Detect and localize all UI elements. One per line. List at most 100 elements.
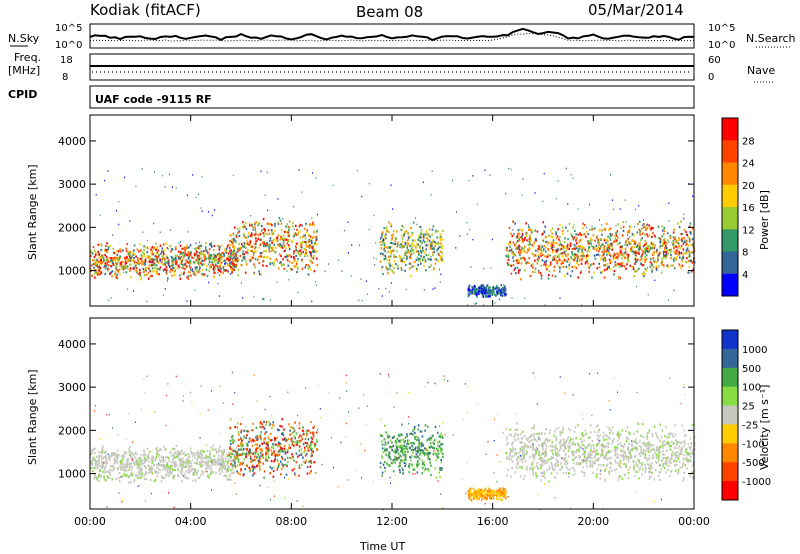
echo-cell	[207, 257, 209, 260]
echo-cell	[231, 452, 234, 456]
echo-cell	[105, 465, 107, 468]
echo-cell	[625, 267, 627, 270]
echo-cell	[389, 445, 392, 448]
echo-cell	[282, 465, 284, 468]
echo-cell	[302, 432, 305, 436]
echo-cell	[208, 281, 210, 284]
echo-cell	[656, 255, 659, 258]
echo-cell	[642, 226, 645, 229]
echo-cell	[302, 430, 305, 433]
echo-cell	[368, 228, 370, 231]
echo-cell	[194, 274, 197, 277]
echo-cell	[233, 239, 236, 242]
echo-cell	[422, 463, 424, 466]
echo-cell	[650, 228, 652, 231]
echo-cell	[422, 444, 425, 447]
echo-cell	[162, 459, 164, 462]
echo-cell	[434, 242, 436, 245]
echo-cell	[307, 264, 309, 267]
echo-cell	[476, 492, 479, 495]
echo-cell	[678, 237, 680, 240]
echo-cell	[629, 225, 631, 228]
echo-cell	[574, 253, 577, 256]
echo-cell	[658, 237, 660, 240]
echo-cell	[547, 265, 550, 268]
echo-cell	[307, 429, 310, 432]
echo-cell	[479, 292, 481, 295]
echo-cell	[179, 244, 182, 247]
echo-cell	[573, 247, 575, 250]
echo-cell	[185, 253, 188, 256]
echo-cell	[198, 476, 200, 479]
echo-cell	[151, 246, 154, 249]
echo-cell	[142, 462, 144, 465]
echo-cell	[240, 243, 243, 246]
echo-cell	[575, 233, 577, 236]
echo-cell	[125, 265, 127, 268]
echo-cell	[138, 249, 141, 252]
echo-cell	[555, 231, 557, 234]
echo-cell	[163, 467, 165, 470]
echo-cell	[272, 248, 274, 251]
echo-cell	[208, 261, 211, 264]
echo-cell	[110, 465, 113, 468]
echo-cell	[408, 463, 411, 466]
echo-cell	[525, 235, 528, 238]
echo-cell	[505, 293, 507, 296]
echo-cell	[251, 459, 253, 462]
echo-cell	[643, 271, 645, 274]
echo-cell	[417, 259, 420, 262]
echo-cell	[422, 249, 424, 252]
echo-cell	[596, 235, 598, 238]
echo-cell	[413, 468, 416, 471]
echo-cell	[467, 292, 470, 295]
echo-cell	[221, 460, 223, 463]
echo-cell	[152, 260, 154, 263]
echo-cell	[645, 242, 647, 245]
echo-cell	[199, 267, 201, 270]
echo-cell	[543, 230, 545, 232]
echo-cell	[617, 243, 619, 246]
echo-cell	[189, 244, 192, 247]
echo-cell	[288, 423, 290, 426]
echo-cell	[184, 462, 187, 465]
echo-cell	[144, 262, 146, 265]
echo-cell	[529, 235, 531, 238]
echo-cell	[601, 233, 603, 236]
echo-cell	[414, 245, 417, 248]
echo-cell	[689, 232, 692, 235]
echo-cell	[616, 231, 618, 234]
echo-cell	[121, 260, 124, 263]
echo-cell	[476, 288, 479, 291]
echo-cell	[123, 271, 125, 274]
echo-cell	[138, 273, 140, 276]
echo-cell	[156, 267, 159, 270]
echo-cell	[383, 243, 386, 247]
echo-cell	[225, 468, 228, 471]
echo-cell	[313, 270, 316, 273]
echo-cell	[146, 273, 148, 276]
echo-cell	[180, 259, 182, 262]
echo-cell	[155, 456, 158, 459]
echo-cell	[566, 229, 569, 233]
echo-cell	[235, 258, 237, 261]
echo-cell	[115, 454, 117, 457]
echo-cell	[295, 233, 298, 237]
echo-cell	[592, 234, 595, 237]
echo-cell	[636, 251, 638, 254]
echo-cell	[270, 229, 273, 232]
echo-cell	[297, 291, 299, 294]
echo-cell	[456, 211, 457, 213]
echo-cell	[309, 251, 311, 254]
echo-cell	[310, 239, 313, 242]
echo-cell	[278, 450, 280, 453]
echo-cell	[265, 431, 268, 434]
echo-cell	[235, 264, 237, 267]
echo-cell	[429, 243, 432, 246]
echo-cell	[243, 447, 245, 451]
echo-cell	[151, 264, 154, 267]
echo-cell	[202, 273, 204, 276]
echo-cell	[396, 448, 399, 451]
echo-cell	[135, 269, 138, 272]
echo-cell	[271, 231, 273, 234]
